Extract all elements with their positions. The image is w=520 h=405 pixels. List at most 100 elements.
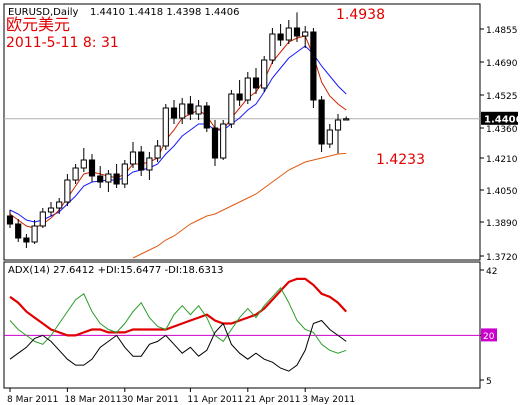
adx-series-line	[9, 277, 348, 337]
bull-candle-body	[269, 33, 276, 61]
bull-candle-body	[220, 123, 227, 159]
candle	[170, 100, 178, 124]
candle	[269, 28, 276, 64]
bull-candle-body	[244, 77, 251, 101]
bull-candle-body	[129, 151, 137, 165]
adx-panel-border	[3, 261, 481, 389]
candle	[228, 90, 235, 128]
bear-candle-body	[170, 107, 178, 119]
time-tick-label: 30 Mar 2011	[122, 395, 179, 405]
bear-candle-body	[138, 151, 145, 171]
candle	[15, 219, 22, 242]
bull-candle-body	[343, 118, 350, 121]
bear-candle-body	[211, 127, 219, 159]
candles	[6, 12, 350, 248]
bull-candle-body	[195, 105, 202, 115]
candle	[129, 142, 137, 168]
candle	[88, 154, 96, 182]
candle	[39, 208, 46, 228]
candle	[285, 20, 292, 44]
bear-candle-body	[310, 31, 317, 101]
price-tick-label: 1.4690	[486, 59, 518, 69]
adx-panel: 42 5 ADX(14) 27.6412 +DI:15.6477 -DI:18.6…	[3, 261, 497, 389]
price-panel-border	[3, 3, 481, 261]
candle	[310, 28, 317, 108]
price-tick-label: 1.3890	[486, 219, 518, 229]
candle	[302, 26, 309, 48]
adx-tick-label: 42	[486, 267, 497, 277]
candle	[203, 102, 210, 132]
bull-candle-body	[285, 27, 292, 41]
adx-level-label: 20	[483, 332, 495, 342]
adx-axis: 42 5	[480, 267, 497, 387]
bear-candle-body	[203, 105, 210, 129]
candle	[187, 96, 194, 120]
bear-candle-body	[23, 237, 30, 243]
bear-candle-body	[277, 33, 284, 41]
price-tick-label: 1.3720	[486, 253, 518, 263]
annotation-date: 2011-5-11 8: 31	[6, 35, 119, 51]
candle	[277, 24, 284, 46]
candle	[220, 120, 227, 160]
candle	[56, 198, 63, 214]
adx-series-line	[9, 286, 347, 354]
time-tick-label: 18 Mar 2011	[64, 395, 121, 405]
time-tick-label: 8 Mar 2011	[7, 395, 58, 405]
price-tick-label: 1.4855	[486, 26, 518, 36]
bull-candle-body	[64, 179, 71, 203]
bear-candle-body	[252, 77, 260, 89]
candle	[244, 72, 251, 104]
bull-candle-body	[47, 207, 55, 213]
adx-series-line	[9, 319, 347, 372]
bull-candle-body	[154, 145, 161, 159]
candle	[146, 152, 153, 180]
candle	[121, 160, 128, 188]
candle	[195, 100, 202, 120]
candle	[211, 120, 219, 166]
price-axis: 1.4855 1.4690 1.4525 1.4360 1.4210 1.4050 1.38…	[480, 26, 518, 263]
candle	[80, 148, 87, 172]
moving-average-line	[132, 152, 347, 259]
candle	[318, 96, 325, 152]
time-axis: 8 Mar 2011 18 Mar 2011 30 Mar 2011 11 Apr 2…	[7, 388, 355, 405]
current-price-box	[481, 111, 518, 125]
annotation-title: 欧元美元	[6, 15, 70, 34]
price-tick-label: 1.4525	[486, 92, 518, 102]
low-price-label: 1.4233	[376, 152, 425, 168]
price-tick-label: 1.4360	[486, 125, 518, 135]
candle	[64, 174, 71, 206]
price-tick-label: 1.4050	[486, 187, 518, 197]
candle	[154, 140, 161, 162]
bear-candle-body	[187, 103, 194, 115]
bear-candle-body	[97, 175, 104, 183]
ohlc-label: 1.4410 1.4418 1.4398 1.4406	[90, 7, 240, 18]
bull-candle-body	[228, 93, 235, 125]
candle	[343, 116, 350, 121]
bear-candle-body	[15, 223, 22, 239]
bear-candle-body	[236, 93, 243, 101]
bull-candle-body	[80, 159, 87, 169]
bull-candle-body	[261, 59, 268, 89]
bull-candle-body	[179, 103, 186, 119]
candle	[31, 220, 38, 244]
time-tick-label: 11 Apr 2011	[187, 395, 243, 405]
bull-candle-body	[105, 173, 112, 183]
bear-candle-body	[318, 99, 325, 145]
bull-candle-body	[39, 211, 46, 227]
candle	[97, 166, 104, 188]
bull-candle-body	[146, 157, 153, 171]
high-price-label: 1.4938	[336, 7, 385, 23]
candle	[162, 104, 169, 150]
candle	[179, 98, 186, 124]
bull-candle-body	[326, 129, 333, 145]
candle	[105, 170, 112, 192]
bull-candle-body	[162, 107, 169, 147]
bear-candle-body	[88, 159, 96, 177]
price-panel: 1.4855 1.4690 1.4525 1.4360 1.4210 1.4050 1.38…	[3, 3, 520, 263]
candle	[326, 124, 333, 148]
candle	[293, 12, 301, 42]
candle	[113, 164, 120, 188]
bull-candle-body	[56, 201, 63, 209]
candle	[72, 164, 79, 184]
